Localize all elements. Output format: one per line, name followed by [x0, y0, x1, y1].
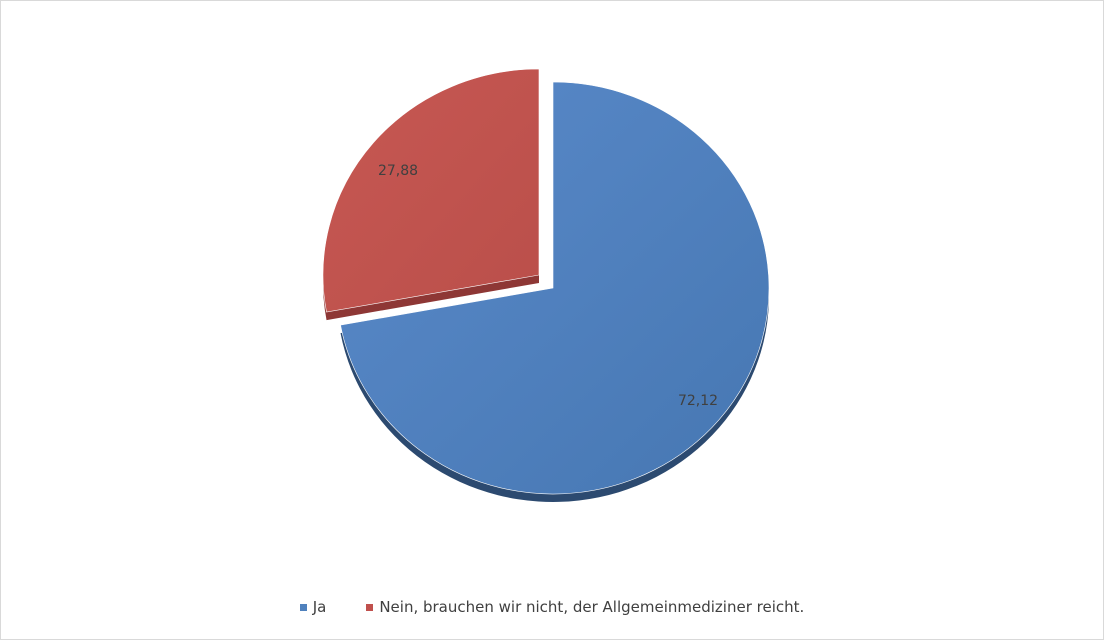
legend-item-nein[interactable]: Nein, brauchen wir nicht, der Allgemeinm…	[366, 598, 804, 616]
pie-slice-0[interactable]	[340, 81, 770, 495]
legend-swatch-ja	[299, 603, 307, 611]
pie-slice-1[interactable]	[322, 68, 540, 313]
legend: Ja Nein, brauchen wir nicht, der Allgeme…	[1, 598, 1103, 616]
data-label-0: 72,12	[678, 393, 718, 409]
legend-item-ja[interactable]: Ja	[299, 598, 327, 616]
legend-label-ja: Ja	[312, 598, 327, 616]
legend-label-nein: Nein, brauchen wir nicht, der Allgemeinm…	[379, 598, 805, 616]
data-label-1: 27,88	[378, 163, 418, 179]
legend-swatch-nein	[366, 603, 374, 611]
